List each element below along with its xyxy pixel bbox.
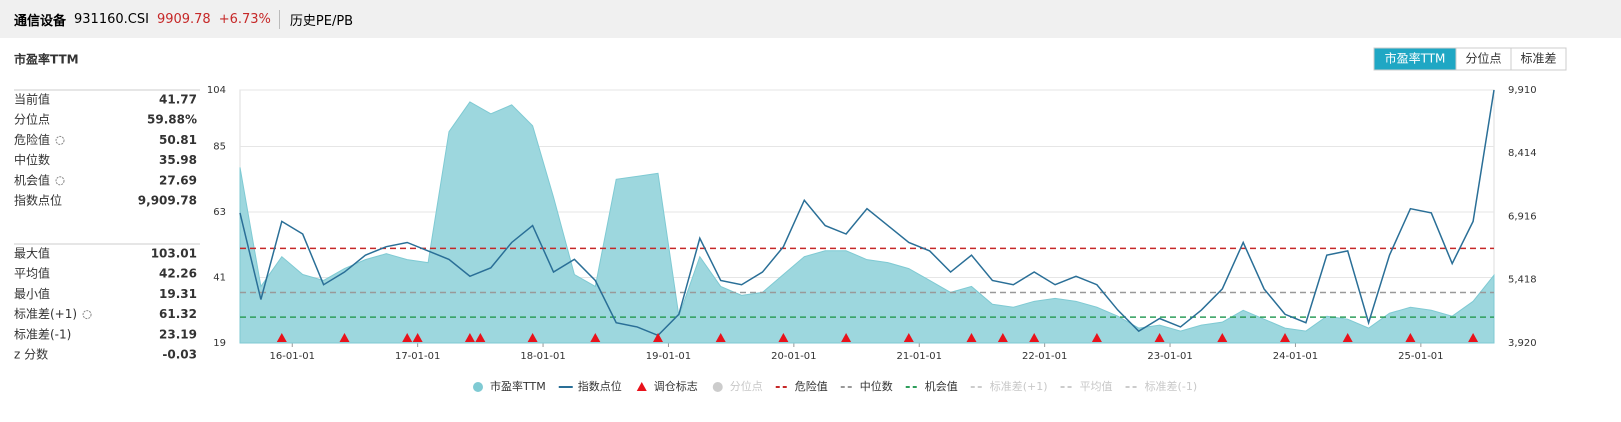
legend-label[interactable]: 指数点位 [578, 379, 622, 393]
gear-icon[interactable] [55, 135, 65, 145]
gear-icon[interactable] [55, 176, 65, 186]
rebalance-marker [903, 333, 914, 342]
rebalance-marker [1342, 333, 1353, 342]
tab-label[interactable]: 标准差 [1520, 52, 1556, 66]
rebalance-marker [339, 333, 350, 342]
stat-label: 最小值 [14, 286, 50, 301]
rebalance-marker [966, 333, 977, 342]
index-name: 通信设备 [14, 13, 67, 29]
tab-label[interactable]: 分位点 [1465, 51, 1501, 66]
x-tick-label: 20-01-01 [771, 351, 816, 362]
y-tick-label: 41 [213, 273, 226, 284]
legend-icon[interactable] [712, 382, 723, 392]
rebalance-marker [715, 333, 726, 342]
rebalance-marker [527, 333, 538, 342]
stat-value: -0.03 [162, 348, 197, 362]
index-line [239, 89, 1495, 337]
legend-label[interactable]: 机会值 [925, 379, 958, 393]
tab[interactable] [1510, 47, 1567, 71]
rebalance-marker [1217, 333, 1228, 342]
price: 9909.78 [156, 11, 211, 27]
stat-value: 61.32 [159, 307, 197, 321]
y2-tick-label: 9,910 [1508, 85, 1537, 96]
rebalance-marker [1091, 333, 1102, 342]
stat-label: 标准差(-1) [14, 327, 71, 341]
stat-value: 23.19 [159, 327, 197, 341]
y2-tick-label: 3,920 [1508, 338, 1537, 349]
y-tick-label: 85 [213, 142, 226, 153]
x-tick-label: 22-01-01 [1022, 351, 1067, 362]
stat-label: 分位点 [14, 112, 50, 127]
x-tick-label: 23-01-01 [1147, 351, 1192, 362]
panel-title: 市盈率TTM [14, 52, 79, 67]
index-code: 931160.CSI [74, 11, 149, 27]
rebalance-marker [1468, 333, 1479, 342]
x-tick-label: 18-01-01 [520, 351, 565, 362]
stat-value: 59.88% [147, 113, 197, 127]
stat-value: 50.81 [159, 133, 197, 147]
rebalance-marker [653, 333, 663, 342]
stat-value: 9,909.78 [138, 194, 197, 208]
legend-label[interactable]: 标准差(+1) [990, 379, 1048, 393]
header: 通信设备 931160.CSI 9909.78 +6.73% 历史PE/PB [0, 0, 1621, 38]
stat-label: 危险值 [14, 132, 50, 147]
rebalance-marker [475, 333, 486, 342]
legend-label[interactable]: 中位数 [860, 379, 893, 393]
y2-tick-label: 5,418 [1508, 275, 1537, 286]
x-tick-label: 21-01-01 [897, 351, 942, 362]
stat-label: 平均值 [14, 266, 50, 281]
rebalance-marker [1405, 333, 1416, 342]
rebalance-marker [1029, 333, 1040, 342]
rebalance-marker [841, 333, 852, 342]
stat-label: 机会值 [14, 172, 50, 187]
legend-label[interactable]: 危险值 [795, 379, 828, 393]
change: +6.73% [218, 11, 271, 27]
stat-value: 27.69 [159, 173, 197, 187]
rebalance-marker [778, 333, 789, 342]
y2-tick-label: 8,414 [1508, 148, 1537, 159]
rebalance-marker [1154, 333, 1165, 342]
stat-value: 103.01 [151, 247, 197, 261]
stat-label: 标准差(+1) [14, 307, 77, 321]
legend-icon[interactable] [636, 382, 647, 391]
y-tick-label: 19 [213, 338, 226, 349]
gear-icon[interactable] [82, 310, 92, 320]
y-tick-label: 104 [207, 85, 226, 96]
stat-label: 最大值 [14, 246, 50, 261]
rebalance-marker [464, 333, 475, 342]
y-tick-label: 63 [213, 207, 226, 218]
tab-label[interactable]: 市盈率TTM [1385, 51, 1446, 66]
x-tick-label: 17-01-01 [395, 351, 440, 362]
legend-label[interactable]: 平均值 [1080, 380, 1113, 393]
stat-value: 19.31 [159, 287, 197, 301]
legend-label[interactable]: 市盈率TTM [490, 379, 546, 393]
legend-label[interactable]: 调仓标志 [654, 379, 698, 393]
history-link[interactable]: 历史PE/PB [278, 9, 353, 29]
x-tick-label: 19-01-01 [646, 351, 691, 362]
y2-tick-label: 6,916 [1508, 211, 1537, 222]
legend-icon[interactable] [473, 382, 483, 392]
stat-label: 当前值 [14, 92, 50, 107]
stat-label: 中位数 [14, 152, 50, 167]
stat-value: 41.77 [159, 93, 197, 107]
legend-label[interactable]: 分位点 [730, 379, 763, 393]
pe-area [239, 101, 1495, 344]
rebalance-marker [1280, 333, 1290, 342]
stat-value: 42.26 [159, 267, 197, 281]
rebalance-marker [997, 333, 1008, 342]
stat-value: 35.98 [159, 153, 197, 167]
legend-label[interactable]: 标准差(-1) [1145, 379, 1198, 393]
rebalance-marker [412, 333, 423, 342]
x-tick-label: 25-01-01 [1398, 351, 1443, 362]
x-tick-label: 16-01-01 [270, 351, 315, 362]
x-tick-label: 24-01-01 [1273, 351, 1318, 362]
stat-label: 指数点位 [14, 193, 62, 208]
rebalance-marker [276, 333, 287, 342]
stat-label: z 分数 [14, 347, 48, 362]
rebalance-marker [590, 333, 601, 342]
rebalance-marker [402, 333, 413, 342]
